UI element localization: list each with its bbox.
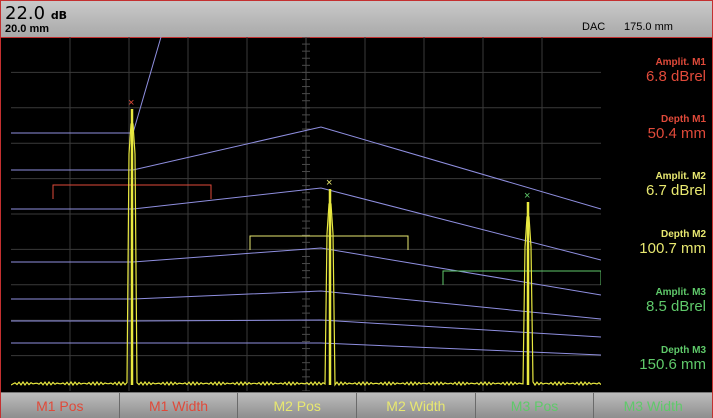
- dac-curve: [11, 126, 601, 210]
- dac-curve: [11, 37, 162, 134]
- ascan-display: × × ×: [11, 37, 601, 391]
- gain-value: 22.0: [5, 3, 46, 24]
- readout-4: Depth M2 100.7 mm: [639, 229, 706, 257]
- m2-width-button[interactable]: M2 Width: [357, 393, 476, 418]
- readout-label: Depth M2: [661, 229, 706, 240]
- m2-pos-button[interactable]: M2 Pos: [238, 393, 358, 418]
- dac-curves: [11, 37, 601, 356]
- readout-3: Amplit. M2 6.7 dBrel: [646, 171, 706, 199]
- gain-unit: dB: [50, 9, 68, 22]
- dac-curve: [11, 342, 601, 356]
- readout-1: Amplit. M1 6.8 dBrel: [646, 57, 706, 85]
- readout-5: Amplit. M3 8.5 dBrel: [646, 287, 706, 315]
- echo-waveform: [11, 123, 601, 387]
- readout-label: Depth M3: [661, 345, 706, 356]
- depth-readout: 175.0 mm: [624, 21, 673, 33]
- readout-value: 8.5 dBrel: [645, 298, 706, 315]
- readout-label: Amplit. M3: [655, 287, 706, 298]
- gate-bracket: [442, 270, 601, 285]
- readout-6: Depth M3 150.6 mm: [639, 345, 706, 373]
- m3-width-button[interactable]: M3 Width: [623, 397, 683, 414]
- readout-label: Amplit. M2: [655, 171, 706, 182]
- m1-width-button[interactable]: M1 Width: [120, 393, 239, 418]
- readout-value: 6.8 dBrel: [645, 68, 706, 85]
- readout-2: Depth M1 50.4 mm: [648, 114, 706, 142]
- readout-value: 50.4 mm: [647, 125, 706, 142]
- gain-readout[interactable]: 22.0 dB: [5, 3, 67, 24]
- echo-trace: × × ×: [11, 97, 601, 387]
- mode-indicator: DAC: [582, 21, 606, 33]
- m3-pos-button[interactable]: M3 Pos: [476, 393, 595, 418]
- readout-value: 100.7 mm: [639, 240, 706, 257]
- readout-label: Depth M1: [661, 114, 706, 125]
- status-header: 22.0 dB 20.0 mm DAC 175.0 mm: [1, 1, 712, 38]
- marker-1-cross: ×: [128, 97, 134, 109]
- marker-2-cross: ×: [326, 177, 332, 189]
- range-readout[interactable]: 20.0 mm: [5, 23, 50, 35]
- dac-curve: [11, 319, 601, 338]
- grid: [11, 37, 601, 391]
- m1-pos-button[interactable]: M1 Pos: [1, 393, 120, 418]
- readout-value: 6.7 dBrel: [645, 182, 706, 199]
- softkey-bar: M1 Pos M1 Width M2 Pos M2 Width M3 Pos M…: [1, 392, 712, 418]
- dac-curve: [11, 290, 601, 320]
- readout-label: Amplit. M1: [655, 57, 706, 68]
- dac-curve: [11, 187, 601, 261]
- marker-3-cross: ×: [524, 190, 530, 202]
- readout-value: 150.6 mm: [639, 356, 706, 373]
